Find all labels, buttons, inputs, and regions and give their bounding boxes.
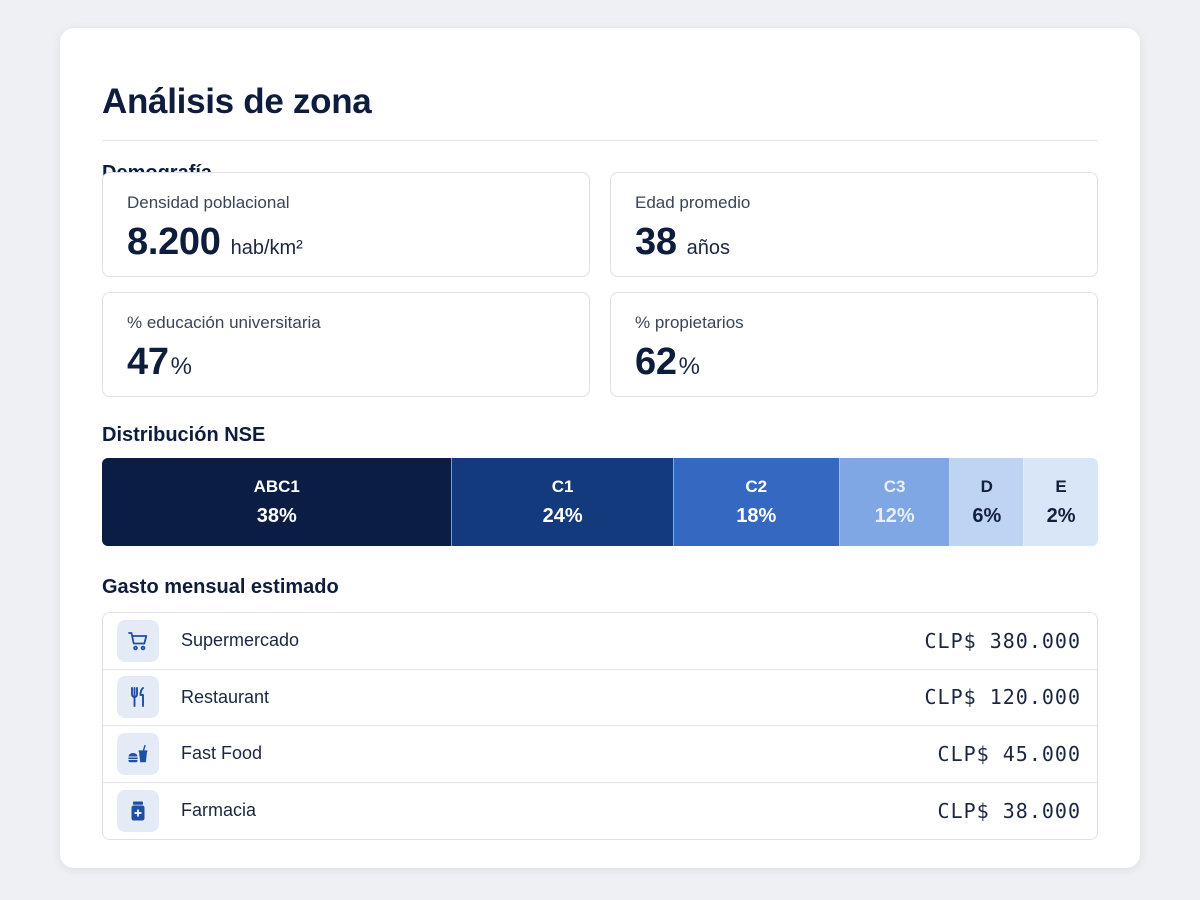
metric-value: 38 [635, 221, 677, 263]
metric-unit: años [686, 237, 731, 259]
nse-segment-value: 6% [972, 504, 1002, 527]
spend-row-supermercado: Supermercado CLP$ 380.000 [103, 613, 1097, 670]
shopping-cart-icon [117, 619, 159, 662]
nse-segment-label: E [1055, 476, 1067, 496]
metric-unit: hab/km² [230, 237, 303, 259]
spend-amount: CLP$ 45.000 [937, 741, 1081, 766]
metric-value: 62 [635, 341, 677, 383]
spend-name: Fast Food [181, 743, 263, 764]
nse-segment-value: 2% [1046, 504, 1076, 527]
spend-amount: CLP$ 120.000 [924, 685, 1081, 710]
zone-analysis-card: Análisis de zona Demografía Densidad pob… [60, 28, 1140, 868]
spend-amount: CLP$ 38.000 [937, 798, 1081, 823]
spend-table: Supermercado CLP$ 380.000 Restaurant CLP… [102, 612, 1098, 840]
gasto-heading: Gasto mensual estimado [102, 576, 339, 598]
metric-label: % propietarios [635, 313, 744, 332]
spend-row-fast-food: Fast Food CLP$ 45.000 [103, 726, 1097, 783]
nse-segment-label: ABC1 [253, 476, 300, 496]
spend-name: Farmacia [181, 800, 257, 821]
nse-segment-c2: C2 18% [673, 458, 840, 546]
metric-card-propietarios: % propietarios 62 % [610, 292, 1098, 397]
metric-label: % educación universitaria [127, 313, 321, 332]
fork-knife-icon [117, 676, 159, 719]
spend-row-restaurant: Restaurant CLP$ 120.000 [103, 670, 1097, 726]
metric-card-densidad: Densidad poblacional 8.200 hab/km² [102, 172, 590, 277]
nse-segment-value: 24% [542, 504, 583, 527]
nse-segment-e: E 2% [1024, 458, 1098, 546]
metric-unit: % [678, 353, 701, 380]
nse-segment-abc1: ABC1 38% [102, 458, 453, 546]
metric-label: Densidad poblacional [127, 193, 290, 212]
spend-row-farmacia: Farmacia CLP$ 38.000 [103, 783, 1097, 840]
metric-unit: % [170, 353, 193, 380]
spend-name: Restaurant [181, 686, 270, 707]
metric-label: Edad promedio [635, 193, 751, 212]
nse-segment-label: D [980, 476, 993, 496]
spend-name: Supermercado [181, 630, 300, 651]
nse-segment-label: C1 [551, 476, 574, 496]
medicine-bottle-icon [117, 789, 159, 832]
metric-value: 47 [127, 341, 169, 383]
metric-card-edad: Edad promedio 38 años [610, 172, 1098, 277]
burger-drink-icon [117, 732, 159, 775]
nse-segment-value: 38% [256, 504, 297, 527]
nse-segment-value: 12% [874, 504, 915, 527]
nse-segment-value: 18% [736, 504, 777, 527]
page-title: Análisis de zona [102, 82, 372, 121]
title-divider [102, 140, 1098, 141]
nse-segment-c1: C1 24% [452, 458, 674, 546]
nse-segment-d: D 6% [950, 458, 1025, 546]
nse-heading: Distribución NSE [102, 424, 266, 446]
nse-segment-c3: C3 12% [839, 458, 951, 546]
nse-segment-label: C3 [883, 476, 906, 496]
nse-segment-label: C2 [745, 476, 768, 496]
metric-value: 8.200 [127, 221, 221, 263]
spend-amount: CLP$ 380.000 [924, 628, 1081, 653]
nse-distribution-bar: ABC1 38% C1 24% C2 18% C3 12% D 6% E 2% [102, 458, 1098, 546]
metric-card-educacion: % educación universitaria 47 % [102, 292, 590, 397]
